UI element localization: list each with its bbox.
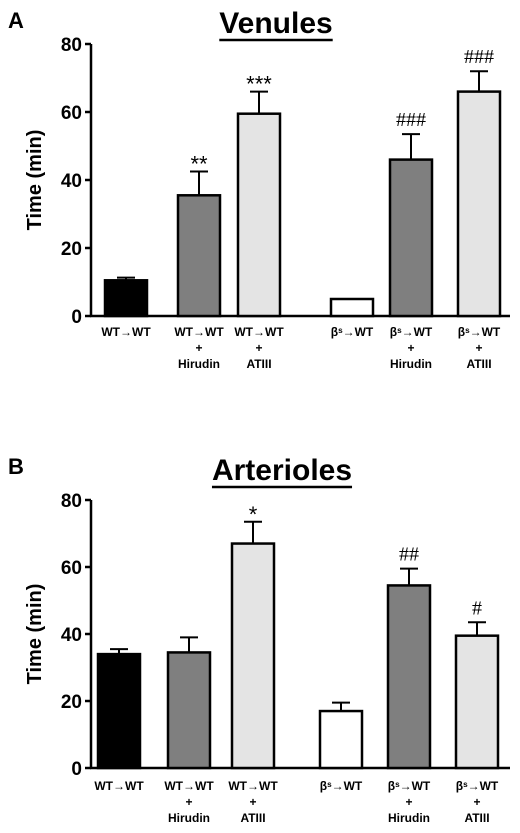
y-tick-label: 80 <box>61 491 82 512</box>
x-category-label: + <box>249 795 256 809</box>
significance-marker: ** <box>190 152 208 177</box>
x-category-label: ATIII <box>466 357 491 371</box>
x-category-label: + <box>255 341 262 355</box>
x-category-label: ATIII <box>464 811 489 825</box>
y-tick-label: 0 <box>71 307 82 328</box>
bar <box>96 652 142 770</box>
x-category-label: βˢ→WT <box>390 325 433 339</box>
x-category-label: Hirudin <box>178 357 220 371</box>
x-category-label: WT→WT <box>228 779 278 793</box>
bar <box>329 297 375 318</box>
bar <box>386 584 432 770</box>
x-category-label: + <box>195 341 202 355</box>
x-category-label: + <box>185 795 192 809</box>
bar <box>388 158 434 318</box>
chart-title: Venules <box>219 7 332 40</box>
x-category-label: WT→WT <box>164 779 214 793</box>
bar <box>166 651 212 770</box>
significance-marker: *** <box>246 72 272 97</box>
x-category-label: WT→WT <box>234 325 284 339</box>
bar <box>318 709 364 770</box>
x-category-label: WT→WT <box>101 325 151 339</box>
y-tick-label: 80 <box>61 35 82 56</box>
x-category-label: Hirudin <box>390 357 432 371</box>
y-axis-label: Time (min) <box>24 130 46 231</box>
bar <box>176 194 222 318</box>
significance-marker: ## <box>399 544 419 566</box>
y-tick-label: 40 <box>61 625 82 646</box>
x-category-label: βˢ→WT <box>458 325 501 339</box>
y-tick-label: 0 <box>71 759 82 780</box>
bar <box>456 90 502 318</box>
x-category-label: βˢ→WT <box>456 779 499 793</box>
x-category-label: + <box>473 795 480 809</box>
significance-marker: # <box>472 597 482 619</box>
x-category-label: ATIII <box>246 357 271 371</box>
panel-letter: A <box>8 8 24 33</box>
chart-panel-b: B Arterioles Time (min) 0 20 40 60 80 WT→WT WT→WT… <box>8 454 510 825</box>
bar <box>103 279 149 318</box>
bar <box>230 542 276 770</box>
panel-letter: B <box>8 454 24 479</box>
chart-title: Arterioles <box>212 454 352 487</box>
x-category-label: + <box>475 341 482 355</box>
y-axis-label: Time (min) <box>24 584 46 685</box>
y-tick-label: 60 <box>61 558 82 579</box>
significance-marker: ### <box>464 46 494 68</box>
x-category-label: Hirudin <box>388 811 430 825</box>
x-category-label: βˢ→WT <box>331 325 374 339</box>
x-category-label: βˢ→WT <box>320 779 363 793</box>
bar <box>454 634 500 770</box>
significance-marker: * <box>249 502 258 527</box>
y-tick-label: 60 <box>61 103 82 124</box>
x-category-label: + <box>407 341 414 355</box>
bar <box>236 112 282 318</box>
x-category-label: + <box>405 795 412 809</box>
y-tick-label: 20 <box>61 239 82 260</box>
significance-marker: ### <box>396 109 426 131</box>
chart-panel-a: A Venules Time (min) 0 20 40 60 80 WT→WT ** WT→WT +… <box>8 7 510 371</box>
x-category-label: WT→WT <box>94 779 144 793</box>
y-tick-label: 40 <box>61 171 82 192</box>
x-category-label: ATIII <box>240 811 265 825</box>
y-tick-label: 20 <box>61 692 82 713</box>
x-category-label: WT→WT <box>174 325 224 339</box>
x-category-label: Hirudin <box>168 811 210 825</box>
x-category-label: βˢ→WT <box>388 779 431 793</box>
